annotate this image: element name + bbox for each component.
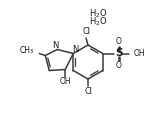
Text: O: O	[116, 36, 122, 46]
Text: OH: OH	[59, 77, 71, 86]
Text: N: N	[72, 45, 78, 54]
Text: $\mathsf{H_2O}$: $\mathsf{H_2O}$	[89, 8, 107, 20]
Text: N: N	[52, 41, 59, 50]
Text: Cl: Cl	[82, 27, 90, 36]
Text: Cl: Cl	[84, 87, 92, 97]
Text: OH: OH	[134, 49, 145, 58]
Text: O: O	[116, 61, 122, 71]
Text: $\mathsf{H_2O}$: $\mathsf{H_2O}$	[89, 16, 107, 28]
Text: S: S	[115, 49, 123, 59]
Text: CH₃: CH₃	[19, 46, 33, 55]
